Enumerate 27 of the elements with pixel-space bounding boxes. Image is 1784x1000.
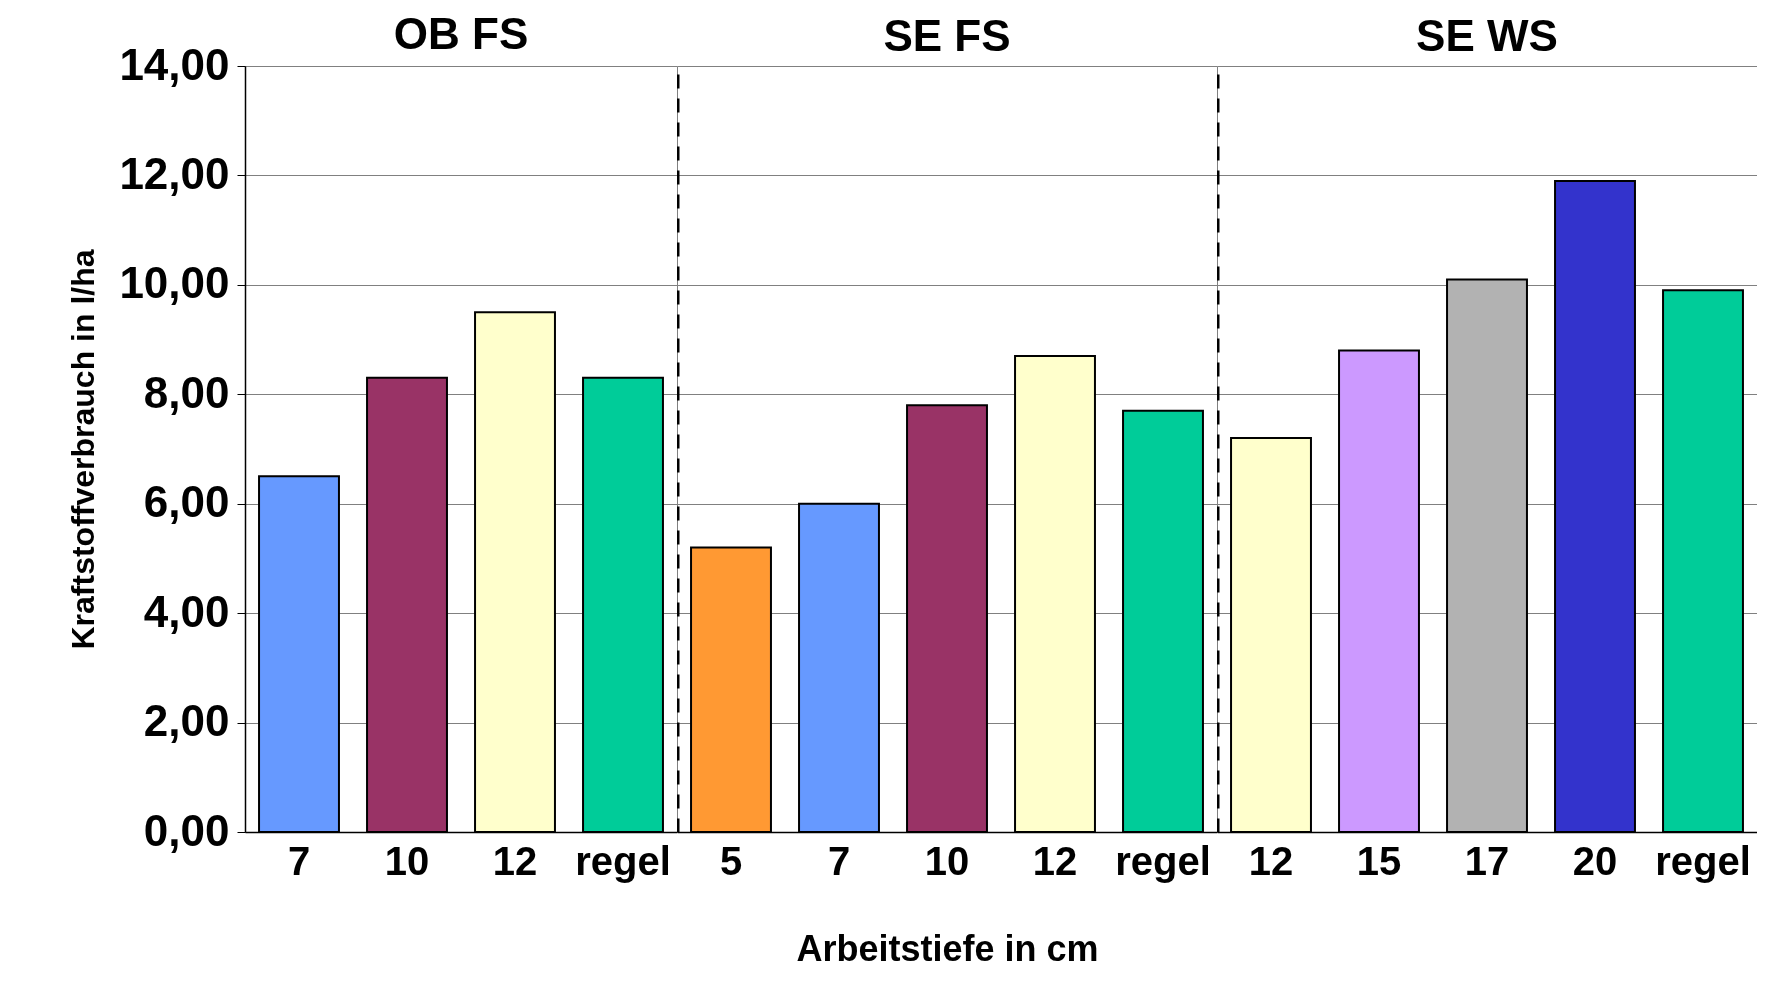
- chart-title: OB FS: [393, 9, 529, 58]
- y-tick-label: 14,00: [119, 39, 230, 89]
- y-tick-label: 2,00: [143, 696, 230, 746]
- y-tick-label: 12,00: [119, 148, 230, 198]
- x-tick-label: 12: [492, 838, 538, 883]
- x-tick-label: 20: [1572, 838, 1618, 883]
- y-tick-label: 6,00: [143, 477, 230, 527]
- x-tick-label: regel: [575, 838, 671, 883]
- x-tick-label: 5: [719, 838, 743, 883]
- x-tick-label: 15: [1356, 838, 1402, 883]
- x-tick-label: 12: [1248, 838, 1294, 883]
- y-tick-label: 0,00: [143, 805, 230, 855]
- y-tick-label: 8,00: [143, 367, 230, 417]
- y-tick-label: 4,00: [143, 586, 230, 636]
- x-tick-label: 7: [287, 838, 311, 883]
- x-tick-label: regel: [1115, 838, 1211, 883]
- x-axis-title: Arbeitstiefe in cm: [796, 927, 1099, 969]
- x-tick-label: 7: [827, 838, 851, 883]
- x-tick-label: 17: [1464, 838, 1510, 883]
- y-axis-title: Kraftstoffverbrauch in l/ha: [65, 249, 102, 650]
- x-tick-label: 10: [384, 838, 430, 883]
- chart-title: SE WS: [1416, 11, 1558, 60]
- x-tick-label: 10: [924, 838, 970, 883]
- x-tick-label: 12: [1032, 838, 1078, 883]
- chart-title: SE FS: [883, 11, 1011, 60]
- y-tick-label: 10,00: [119, 258, 230, 308]
- x-tick-label: regel: [1655, 838, 1751, 883]
